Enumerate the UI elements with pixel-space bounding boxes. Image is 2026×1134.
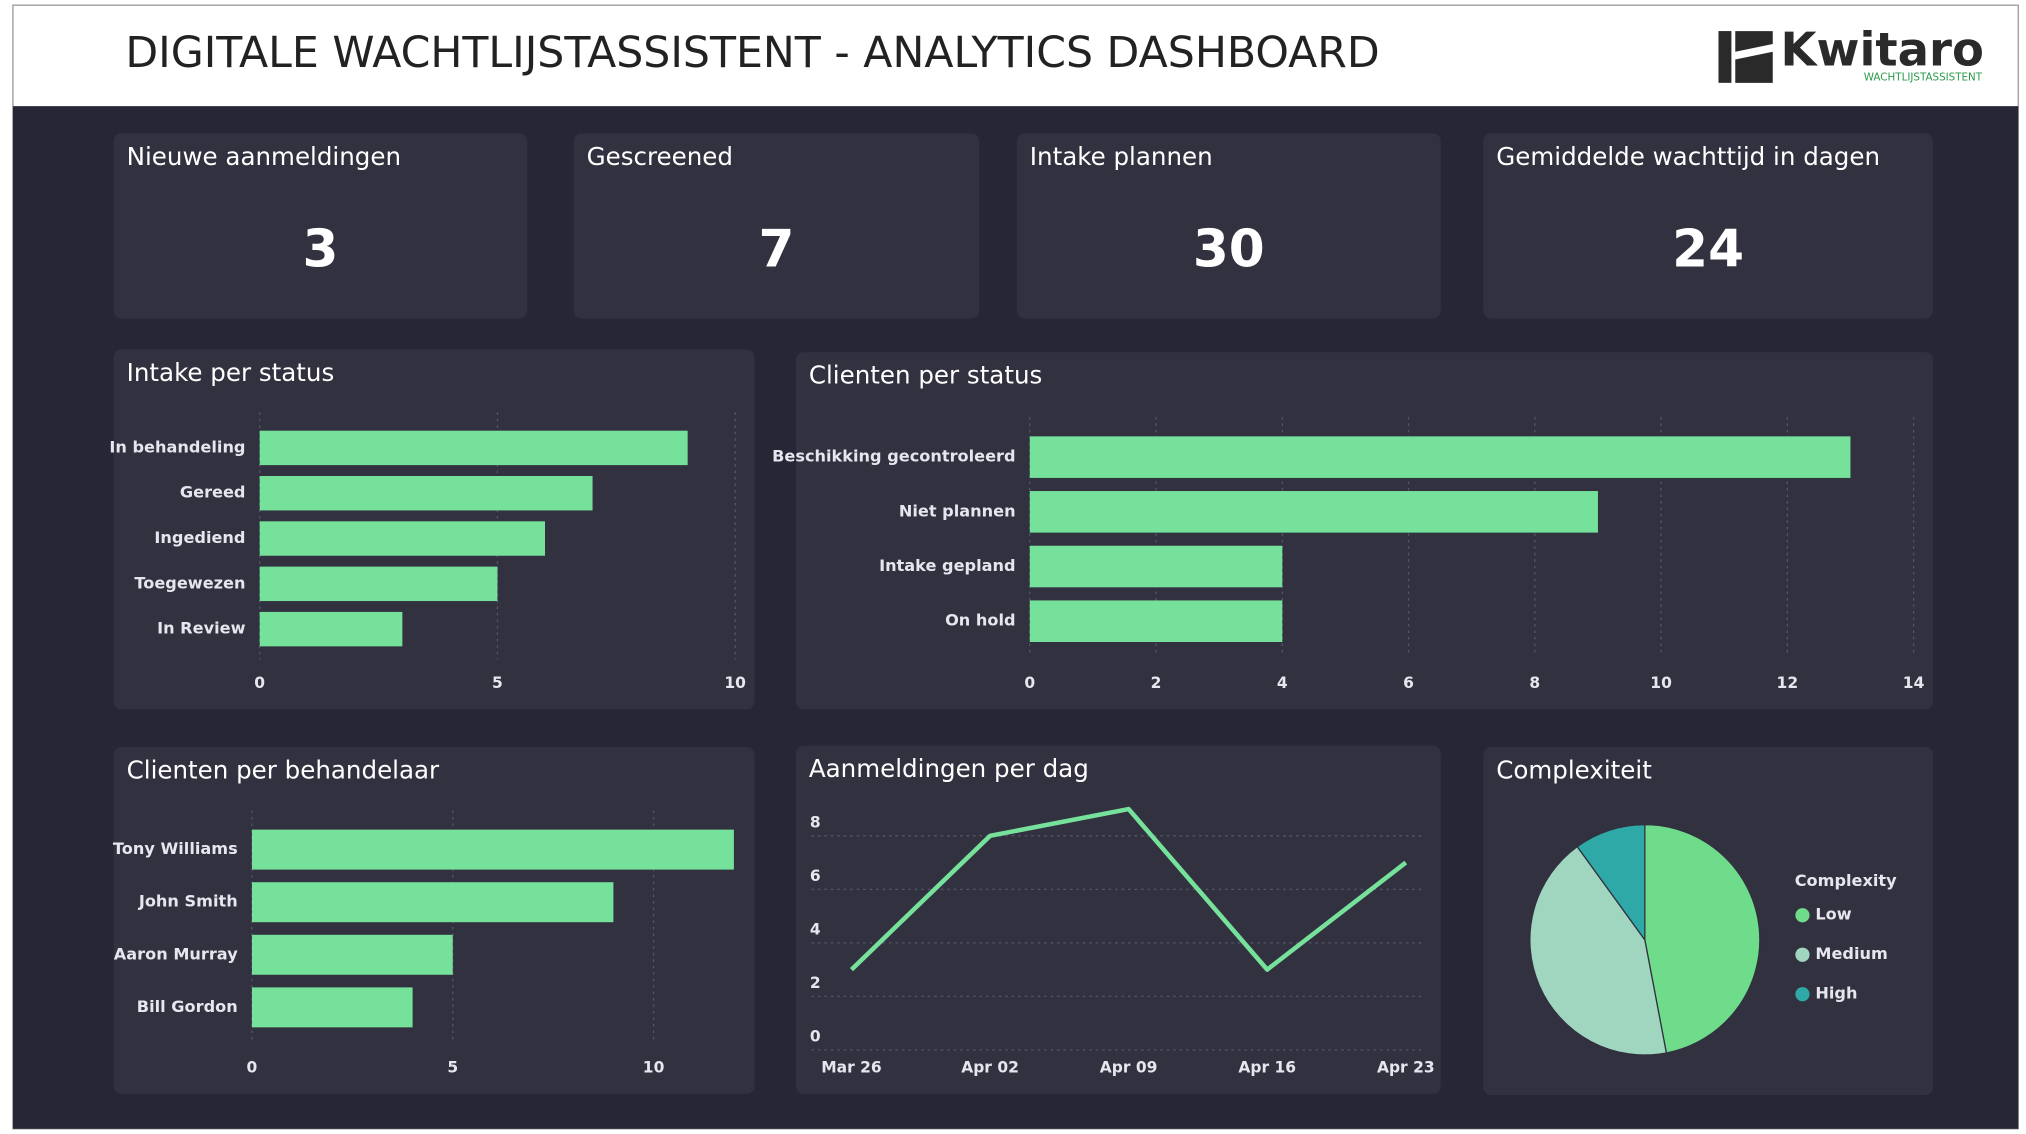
x-tick-label: 0 [247, 1058, 258, 1076]
bar [1029, 600, 1283, 642]
kpi-value: 7 [759, 219, 795, 279]
category-label: John Smith [138, 892, 238, 911]
pie-slice [1576, 823, 1646, 942]
y-tick-label: 8 [810, 813, 821, 831]
x-tick-label: 10 [724, 674, 746, 692]
category-label: In Review [157, 619, 245, 638]
kpi-value: 30 [1193, 219, 1265, 279]
bar [251, 934, 453, 975]
chart-title: Clienten per status [809, 361, 1042, 390]
bar [259, 611, 403, 647]
x-tick-label: 10 [1650, 674, 1672, 692]
header-title: DIGITALE WACHTLIJSTASSISTENT - ANALYTICS… [125, 28, 1379, 78]
x-tick-label: 8 [1529, 674, 1540, 692]
category-label: Intake gepland [879, 556, 1016, 575]
y-tick-label: 2 [810, 974, 821, 992]
kpi-card [1016, 133, 1441, 319]
x-tick-label: 12 [1777, 674, 1799, 692]
category-label: Gereed [180, 483, 246, 502]
kpi-value: 24 [1672, 219, 1744, 279]
x-tick-label: 2 [1151, 674, 1162, 692]
chart-title: Aanmeldingen per dag [809, 754, 1089, 783]
kpi-label: Gemiddelde wachttijd in dagen [1496, 142, 1880, 171]
x-tick-label: 5 [492, 674, 503, 692]
legend-swatch [1795, 908, 1810, 923]
category-label: Bill Gordon [137, 997, 238, 1016]
x-tick-label: 10 [643, 1058, 665, 1076]
bar [259, 521, 546, 556]
x-tick-label: 14 [1903, 674, 1925, 692]
chart-title: Clienten per behandelaar [127, 756, 440, 785]
x-tick-label: 5 [447, 1058, 458, 1076]
bar [259, 430, 688, 466]
category-label: Tony Williams [113, 839, 238, 858]
line [849, 806, 1408, 972]
pie-slice [1644, 823, 1761, 1054]
x-tick-label: Mar 26 [821, 1058, 881, 1076]
kpi-value: 3 [302, 219, 338, 279]
x-tick-label: Apr 23 [1377, 1058, 1435, 1076]
category-label: Niet plannen [899, 501, 1016, 520]
legend-label: Low [1815, 905, 1851, 924]
legend-swatch [1795, 987, 1810, 1002]
kpi-card [573, 133, 980, 319]
bar [259, 475, 593, 511]
bar [1029, 545, 1283, 588]
logo-subtitle: WACHTLIJSTASSISTENT [1864, 72, 1983, 84]
x-tick-label: 0 [254, 674, 265, 692]
category-label: Beschikking gecontroleerd [772, 447, 1015, 466]
kpi-label: Gescreened [587, 142, 733, 171]
y-tick-label: 0 [810, 1027, 821, 1045]
chart-title: Complexiteit [1496, 756, 1652, 785]
bar [251, 882, 614, 923]
bar [1029, 491, 1598, 533]
x-tick-label: 6 [1403, 674, 1414, 692]
category-label: Aaron Murray [114, 944, 238, 963]
legend-label: Medium [1815, 944, 1887, 963]
logo-icon [1718, 31, 1773, 83]
chart-title: Intake per status [127, 358, 335, 387]
kpi-label: Intake plannen [1030, 142, 1213, 171]
category-label: Toegewezen [134, 573, 245, 592]
pie-slice [1529, 845, 1668, 1056]
x-tick-label: Apr 02 [961, 1058, 1019, 1076]
category-label: In behandeling [109, 437, 245, 456]
x-tick-label: Apr 16 [1238, 1058, 1296, 1076]
bar [251, 829, 734, 870]
kpi-card [1483, 133, 1933, 319]
x-tick-label: Apr 09 [1100, 1058, 1158, 1076]
y-tick-label: 4 [810, 920, 821, 938]
kpi-card [113, 133, 528, 319]
legend-label: High [1815, 984, 1857, 1003]
legend-swatch [1795, 947, 1810, 962]
bar [1029, 436, 1851, 478]
y-tick-label: 6 [810, 867, 821, 885]
category-label: On hold [945, 611, 1016, 630]
x-tick-label: 4 [1277, 674, 1288, 692]
bar [259, 566, 498, 602]
bar [251, 987, 413, 1028]
legend-title: Complexity [1795, 871, 1897, 890]
chart-panel [795, 745, 1441, 1094]
logo: Kwitaro [1781, 23, 1984, 77]
kpi-label: Nieuwe aanmeldingen [127, 142, 401, 171]
category-label: Ingediend [154, 528, 245, 547]
x-tick-label: 0 [1024, 674, 1035, 692]
